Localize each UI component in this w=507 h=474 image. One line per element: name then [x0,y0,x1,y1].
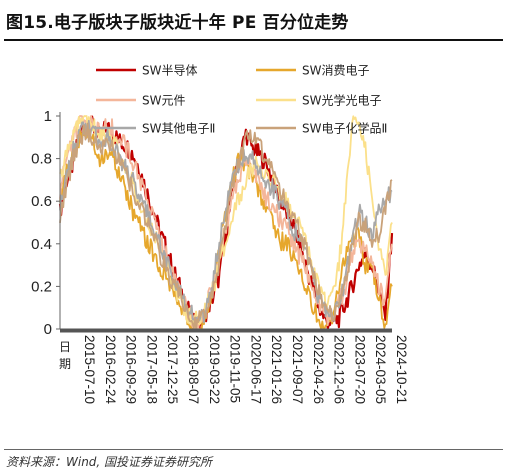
x-tick-label: 2024-10-21 [394,335,409,404]
legend-label: SW元件 [142,94,185,108]
x-tick-label: 2022-12-06 [332,335,347,404]
legend-label: SW消费电子 [302,64,369,78]
series-line-3 [59,115,393,329]
y-tick-label: 0.2 [31,278,52,295]
x-tick-label: 2023-07-20 [352,335,367,404]
x-tick-group: 2017-12-25 [165,335,180,404]
x-tick-group: 2015-07-10 [82,335,97,404]
x-tick-group: 2021-01-26 [269,335,284,404]
x-tick-label: 2022-04-26 [311,335,326,404]
series-lines [58,115,394,331]
title-rule [4,39,503,41]
legend-label: SW其他电子Ⅱ [142,122,215,136]
x-tick-group: 2019-11-05 [228,335,243,403]
legend-label: SW光学光电子 [302,93,381,108]
x-tick-group: 2021-09-07 [290,335,305,404]
x-tick-label: 2016-02-24 [103,335,118,405]
x-tick-group: 2016-09-29 [124,335,139,404]
x-tick-label: 2021-01-26 [269,335,284,404]
x-tick-group: 2019-03-22 [207,335,222,404]
y-tick-label: 0 [44,321,52,338]
x-axis-label: 日 [59,340,71,354]
x-tick-group: 2018-08-07 [186,335,201,404]
pe-percentile-line-chart: 0 0.2 0.4 0.6 0.8 1 2015-07-10 2016-02-24 2016-0… [31,64,409,405]
source-note: 资料来源：Wind, 国投证券证券研究所 [6,455,213,469]
series-line-5 [59,122,393,330]
x-tick-group: 2017-05-18 [144,335,159,404]
x-tick-group: 2022-12-06 [332,335,347,404]
x-tick-label: 2015-07-10 [82,335,97,404]
x-tick-label: 2020-06-17 [248,335,263,404]
legend-label: SW电子化学品Ⅱ [302,121,387,136]
y-tick-label: 0.4 [31,236,52,253]
x-tick-group: 2023-07-20 [352,335,367,404]
x-tick-label: 2019-11-05 [228,335,243,403]
series-line-4 [59,119,393,324]
legend-label: SW半导体 [142,64,197,78]
x-tick-group: 2020-06-17 [248,335,263,404]
x-tick-label: 2017-12-25 [165,335,180,404]
x-tick-label: 2017-05-18 [144,335,159,404]
x-tick-label: 2016-09-29 [124,335,139,404]
x-tick-label: 2021-09-07 [290,335,305,404]
x-tick-group: 2022-04-26 [311,335,326,404]
y-tick-label: 0.6 [31,193,52,210]
x-axis-label: 期 [59,357,71,371]
legend: SW半导体 SW消费电子 SW元件 SW光学光电子 SW其他电子Ⅱ SW电子化学品Ⅱ [96,64,387,136]
axes: 0 0.2 0.4 0.6 0.8 1 2015-07-10 2016-02-24 2016-0… [31,108,409,405]
x-tick-label: 2019-03-22 [207,335,222,404]
x-tick-group: 2016-02-24 [103,335,118,405]
x-tick-label: 2024-03-05 [373,335,388,404]
y-tick-label: 0.8 [31,151,52,168]
chart-title: 图15.电子版块子版块近十年 PE 百分位走势 [6,13,349,33]
footer-rule [4,449,503,450]
x-tick-group: 2024-03-05 [373,335,388,404]
y-tick-label: 1 [44,108,52,125]
x-tick-label: 2018-08-07 [186,335,201,404]
x-tick-group: 2024-10-21 [394,335,409,404]
